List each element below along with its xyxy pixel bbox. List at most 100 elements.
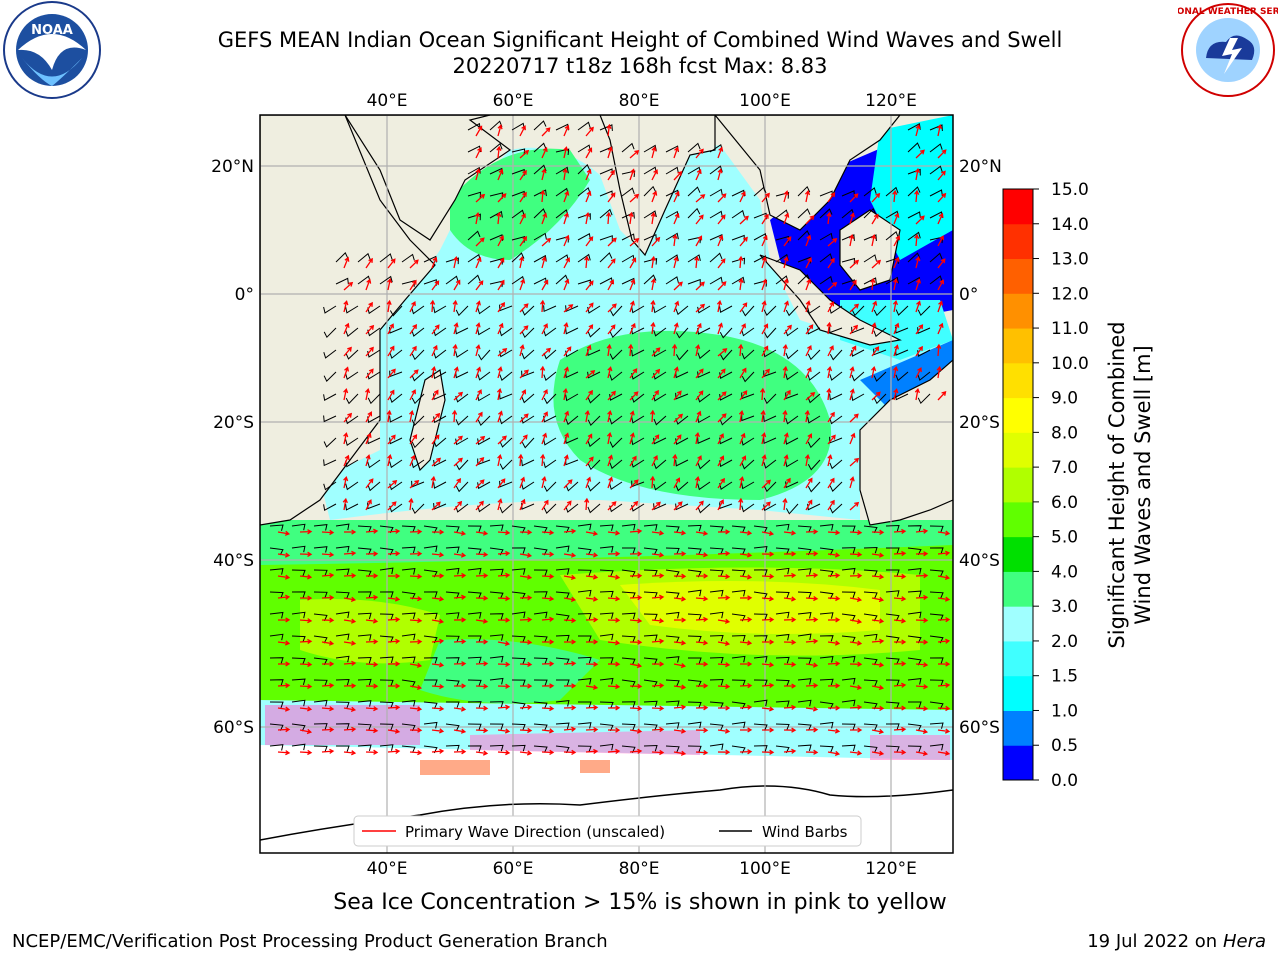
wave-direction-arrow bbox=[365, 411, 373, 423]
wind-barb bbox=[577, 213, 591, 220]
wave-direction-arrow bbox=[871, 300, 878, 313]
wind-barb bbox=[807, 327, 821, 335]
wave-direction-arrow bbox=[937, 530, 951, 536]
wave-direction-arrow bbox=[453, 322, 459, 335]
wind-barb bbox=[841, 723, 856, 731]
wave-direction-arrow bbox=[386, 299, 392, 313]
wind-barb bbox=[609, 349, 623, 360]
wave-direction-arrow bbox=[607, 324, 616, 335]
colorbar-swatch bbox=[1003, 640, 1033, 677]
wave-direction-arrow bbox=[915, 594, 929, 601]
wave-direction-arrow bbox=[674, 617, 687, 623]
wave-direction-arrow bbox=[695, 749, 709, 756]
wave-direction-arrow bbox=[717, 573, 731, 580]
wind-barb bbox=[499, 503, 513, 514]
wave-direction-arrow bbox=[805, 477, 813, 489]
wind-barb bbox=[763, 393, 777, 405]
wave-direction-arrow bbox=[783, 748, 797, 754]
wind-barb bbox=[445, 635, 460, 643]
wave-direction-arrow bbox=[805, 662, 819, 668]
wind-barb bbox=[863, 745, 878, 754]
svg-text:NATIONAL WEATHER SERVICE: NATIONAL WEATHER SERVICE bbox=[1178, 7, 1278, 17]
wave-direction-arrow bbox=[695, 640, 709, 646]
wave-direction-arrow bbox=[453, 572, 467, 579]
wind-barb bbox=[389, 415, 403, 423]
wave-direction-arrow bbox=[607, 551, 621, 557]
wave-direction-arrow bbox=[629, 551, 643, 557]
wave-direction-arrow bbox=[585, 168, 592, 181]
wind-barb bbox=[675, 305, 689, 316]
wind-barb bbox=[709, 525, 724, 533]
wave-direction-arrow bbox=[585, 369, 596, 379]
wave-direction-arrow bbox=[607, 366, 613, 379]
wave-direction-arrow bbox=[695, 344, 701, 357]
colorbar-swatch bbox=[1003, 189, 1033, 225]
wave-direction-arrow bbox=[717, 391, 727, 401]
wave-direction-arrow bbox=[606, 431, 613, 445]
wave-direction-arrow bbox=[937, 596, 951, 602]
lat-tick-labels-left: 20°N 0° 20°S 40°S 60°S bbox=[211, 157, 254, 738]
wind-barb bbox=[687, 635, 702, 643]
wave-direction-arrow bbox=[607, 574, 621, 580]
wind-barb bbox=[785, 503, 799, 515]
wind-barb bbox=[895, 371, 909, 382]
wind-barb bbox=[511, 723, 526, 731]
wind-barb bbox=[335, 655, 350, 663]
wind-barb bbox=[533, 164, 547, 175]
wave-direction-arrow bbox=[497, 595, 511, 602]
wave-direction-arrow bbox=[387, 434, 396, 445]
wind-barb bbox=[587, 503, 601, 514]
wind-barb bbox=[433, 415, 447, 424]
wind-barb bbox=[829, 481, 843, 492]
wave-direction-arrow bbox=[871, 365, 877, 379]
wind-barb bbox=[929, 143, 943, 153]
wind-barb bbox=[929, 525, 944, 533]
wave-direction-arrow bbox=[497, 453, 503, 467]
wind-barb bbox=[291, 657, 306, 665]
wave-direction-arrow bbox=[717, 618, 731, 624]
wave-direction-arrow bbox=[871, 529, 885, 535]
wave-direction-arrow bbox=[673, 322, 679, 335]
wind-barb bbox=[313, 635, 328, 644]
wave-direction-arrow bbox=[651, 749, 665, 756]
wind-barb bbox=[269, 591, 284, 599]
wave-direction-arrow bbox=[805, 300, 811, 313]
wave-direction-arrow bbox=[871, 391, 881, 401]
wave-direction-arrow bbox=[826, 321, 832, 335]
colorbar-swatch bbox=[1003, 571, 1033, 607]
wave-direction-arrow bbox=[277, 682, 291, 689]
wave-direction-arrow bbox=[937, 170, 946, 181]
colorbar-swatch bbox=[1003, 675, 1033, 711]
wave-direction-arrow bbox=[915, 728, 929, 735]
wind-barb bbox=[323, 503, 337, 511]
wave-direction-arrow bbox=[805, 638, 819, 644]
wind-barb bbox=[599, 208, 613, 219]
wind-barb bbox=[665, 525, 680, 533]
wave-direction-arrow bbox=[695, 214, 704, 225]
wave-direction-arrow bbox=[365, 368, 374, 379]
wind-barb bbox=[269, 657, 284, 664]
wave-direction-arrow bbox=[739, 616, 753, 623]
wind-barb bbox=[631, 415, 645, 424]
wind-barb bbox=[753, 723, 768, 731]
wave-direction-arrow bbox=[497, 498, 503, 511]
wind-barb bbox=[555, 274, 569, 285]
wave-direction-arrow bbox=[936, 343, 942, 357]
wave-direction-arrow bbox=[915, 367, 922, 379]
wind-barb bbox=[731, 276, 745, 285]
wave-direction-arrow bbox=[519, 529, 533, 535]
wave-direction-arrow bbox=[409, 279, 417, 291]
colorbar-tick-label: 8.0 bbox=[1051, 423, 1078, 443]
wind-barb bbox=[753, 546, 768, 553]
wind-barb bbox=[345, 371, 359, 380]
wave-direction-arrow bbox=[739, 727, 753, 733]
wave-direction-arrow bbox=[541, 551, 555, 557]
wind-barb bbox=[785, 371, 799, 381]
wind-barb bbox=[763, 305, 777, 316]
wave-direction-arrow bbox=[343, 281, 354, 291]
wind-barb bbox=[533, 701, 548, 709]
wave-direction-arrow bbox=[431, 705, 445, 712]
wind-barb bbox=[587, 327, 601, 338]
wave-direction-arrow bbox=[299, 661, 313, 668]
wind-barb bbox=[467, 191, 482, 199]
